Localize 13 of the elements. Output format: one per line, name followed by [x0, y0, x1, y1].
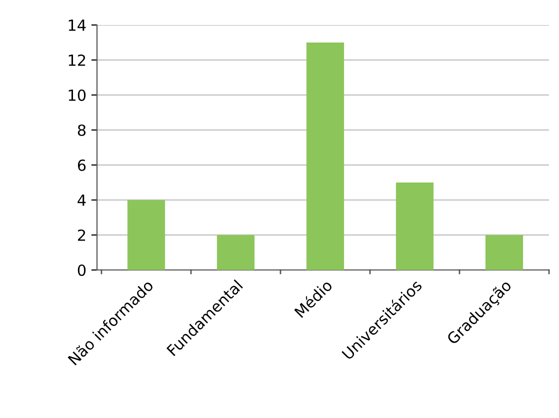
- y-tick-label: 10: [68, 89, 86, 102]
- y-tick-label: 6: [78, 159, 86, 172]
- y-tick-label: 14: [68, 20, 86, 31]
- y-tick-label: 2: [78, 229, 86, 241]
- bar: [127, 200, 166, 270]
- bar: [396, 182, 434, 270]
- y-tick-label: 12: [68, 54, 86, 66]
- y-tick-label: 0: [78, 264, 86, 276]
- bar: [216, 235, 255, 270]
- y-tick-label: 4: [78, 194, 86, 206]
- bar: [485, 235, 524, 270]
- y-tick-label: 8: [78, 124, 86, 136]
- bar: [306, 42, 344, 270]
